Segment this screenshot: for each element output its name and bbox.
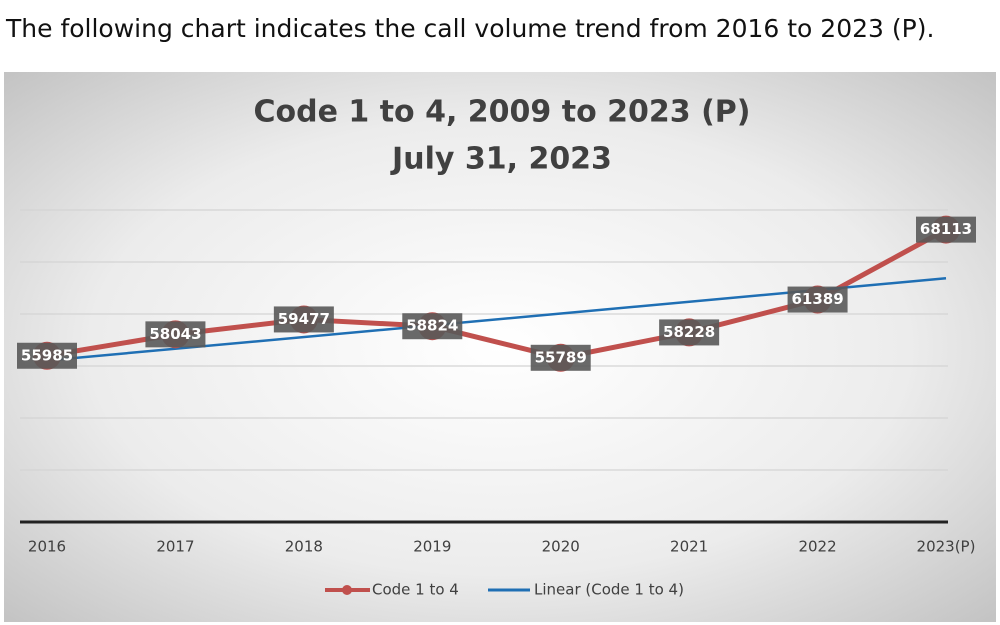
data-label-group: 61389 xyxy=(787,286,848,313)
data-label: 55985 xyxy=(21,346,73,364)
data-label-box xyxy=(273,306,334,333)
x-tick-label: 2022 xyxy=(798,538,836,556)
chart-title: Code 1 to 4, 2009 to 2023 (P) xyxy=(253,95,750,130)
x-tick-label: 2020 xyxy=(542,538,580,556)
data-label-box xyxy=(916,216,976,243)
data-label-group: 58228 xyxy=(659,319,720,346)
x-tick-label: 2018 xyxy=(285,538,323,556)
data-label-box xyxy=(787,286,848,313)
data-label-group: 68113 xyxy=(916,216,976,243)
data-label: 58228 xyxy=(663,323,715,341)
data-label: 58824 xyxy=(406,317,458,335)
x-tick-label: 2023(P) xyxy=(917,538,976,556)
data-label: 58043 xyxy=(149,325,201,343)
data-label-group: 58043 xyxy=(145,321,206,348)
x-tick-label: 2016 xyxy=(28,538,66,556)
x-tick-label: 2017 xyxy=(156,538,194,556)
caption: The following chart indicates the call v… xyxy=(6,14,935,43)
data-label: 61389 xyxy=(791,290,843,308)
chart-subtitle: July 31, 2023 xyxy=(390,142,612,177)
data-label-group: 58824 xyxy=(402,313,463,340)
data-label-box xyxy=(402,313,463,340)
legend-marker xyxy=(342,585,352,595)
data-label-box xyxy=(659,319,720,346)
data-label: 68113 xyxy=(920,220,972,238)
data-label-group: 59477 xyxy=(273,306,334,333)
legend-label: Linear (Code 1 to 4) xyxy=(534,581,684,599)
data-label-box xyxy=(17,342,77,369)
data-label-box xyxy=(145,321,206,348)
legend-label: Code 1 to 4 xyxy=(372,581,459,599)
x-tick-label: 2019 xyxy=(413,538,451,556)
data-label-box xyxy=(530,344,591,371)
x-tick-label: 2021 xyxy=(670,538,708,556)
data-label-group: 55789 xyxy=(530,344,591,371)
data-label-group: 55985 xyxy=(17,342,77,369)
data-label: 55789 xyxy=(535,348,587,366)
data-label: 59477 xyxy=(278,310,330,328)
